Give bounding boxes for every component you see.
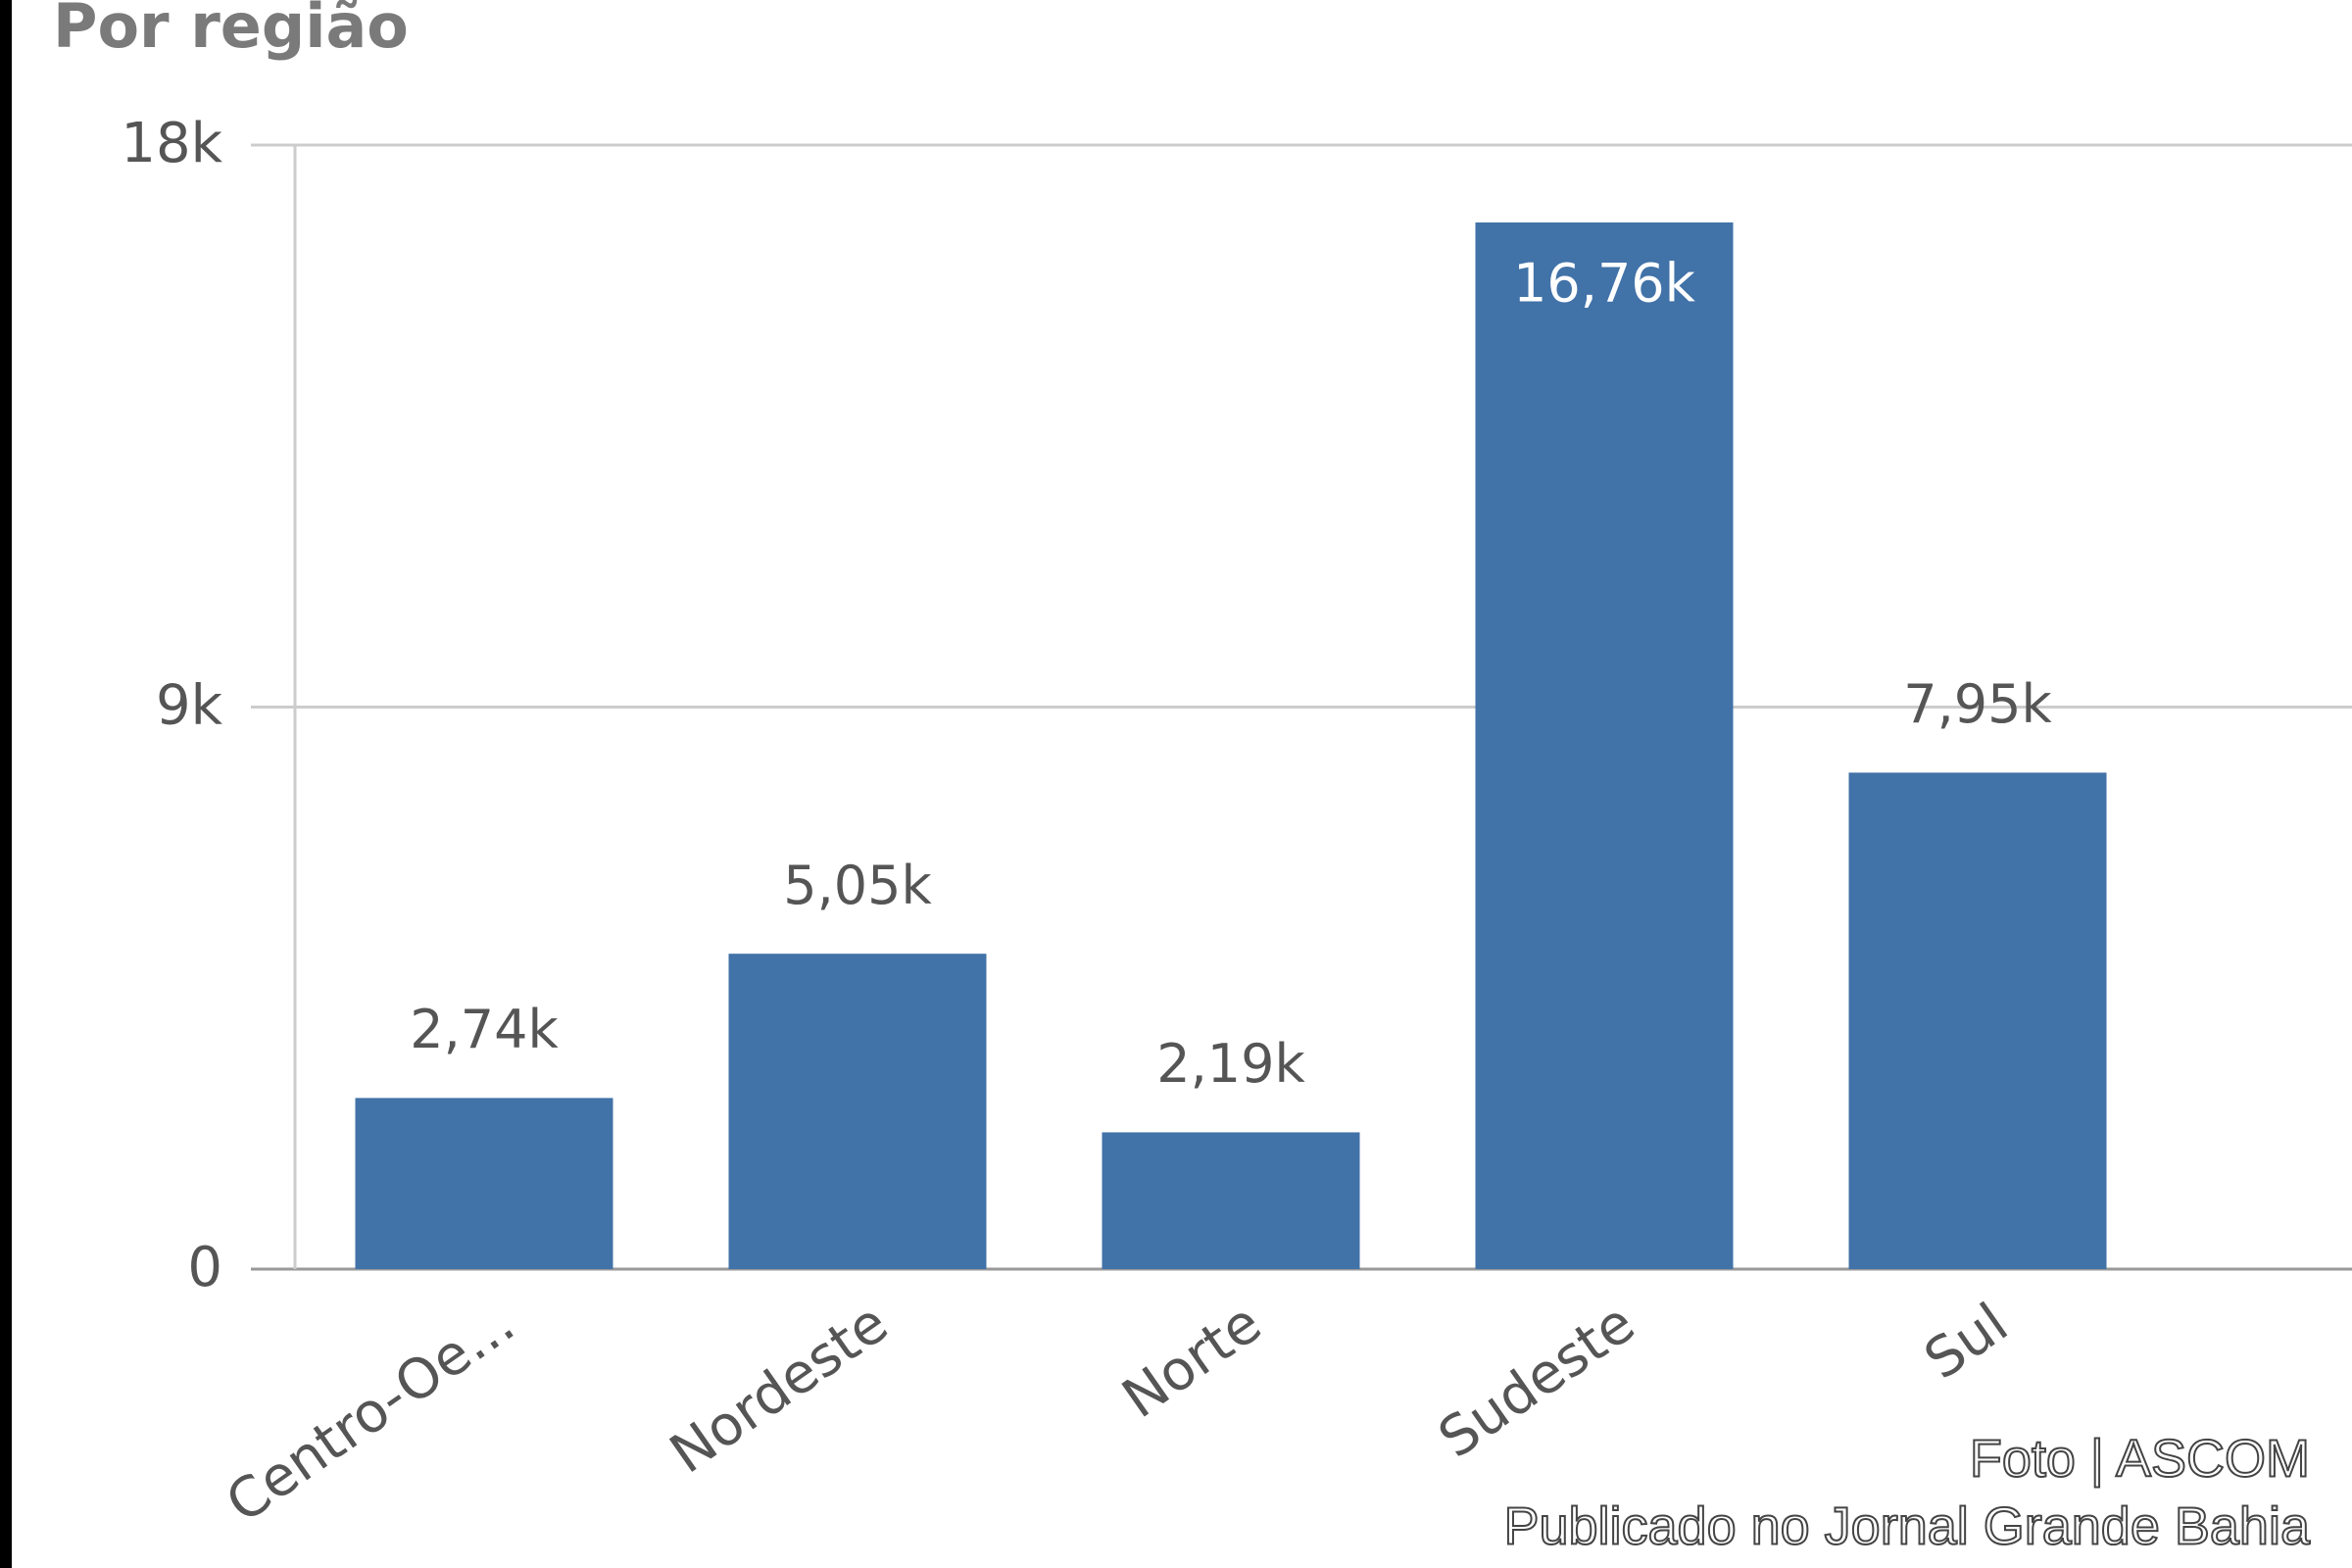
x-tick-label: Centro-Oe...	[215, 1292, 525, 1536]
x-tick-label: Sudeste	[1428, 1292, 1646, 1471]
bar	[355, 1098, 613, 1269]
watermark: Publicado no Jornal Grande Bahia	[1503, 1496, 2311, 1555]
bar	[1475, 222, 1734, 1270]
x-tick-label: Sul	[1913, 1292, 2019, 1393]
bar	[1848, 772, 2107, 1269]
value-label: 2,74k	[410, 999, 559, 1060]
y-tick-label: 0	[187, 1236, 222, 1299]
watermark: Foto | ASCOM	[1970, 1429, 2310, 1488]
left-border	[0, 0, 12, 1568]
y-tick-label: 18k	[121, 112, 222, 175]
value-label: 5,05k	[783, 855, 932, 916]
value-label: 2,19k	[1156, 1033, 1305, 1095]
x-tick-label: Nordeste	[660, 1292, 900, 1487]
chart-title: Por região	[53, 0, 409, 62]
bar	[728, 954, 987, 1269]
value-label: 16,76k	[1513, 253, 1696, 315]
bar	[1102, 1132, 1360, 1269]
x-tick-label: Norte	[1111, 1292, 1273, 1431]
value-label: 7,95k	[1903, 673, 2052, 735]
y-tick-label: 9k	[156, 674, 223, 738]
